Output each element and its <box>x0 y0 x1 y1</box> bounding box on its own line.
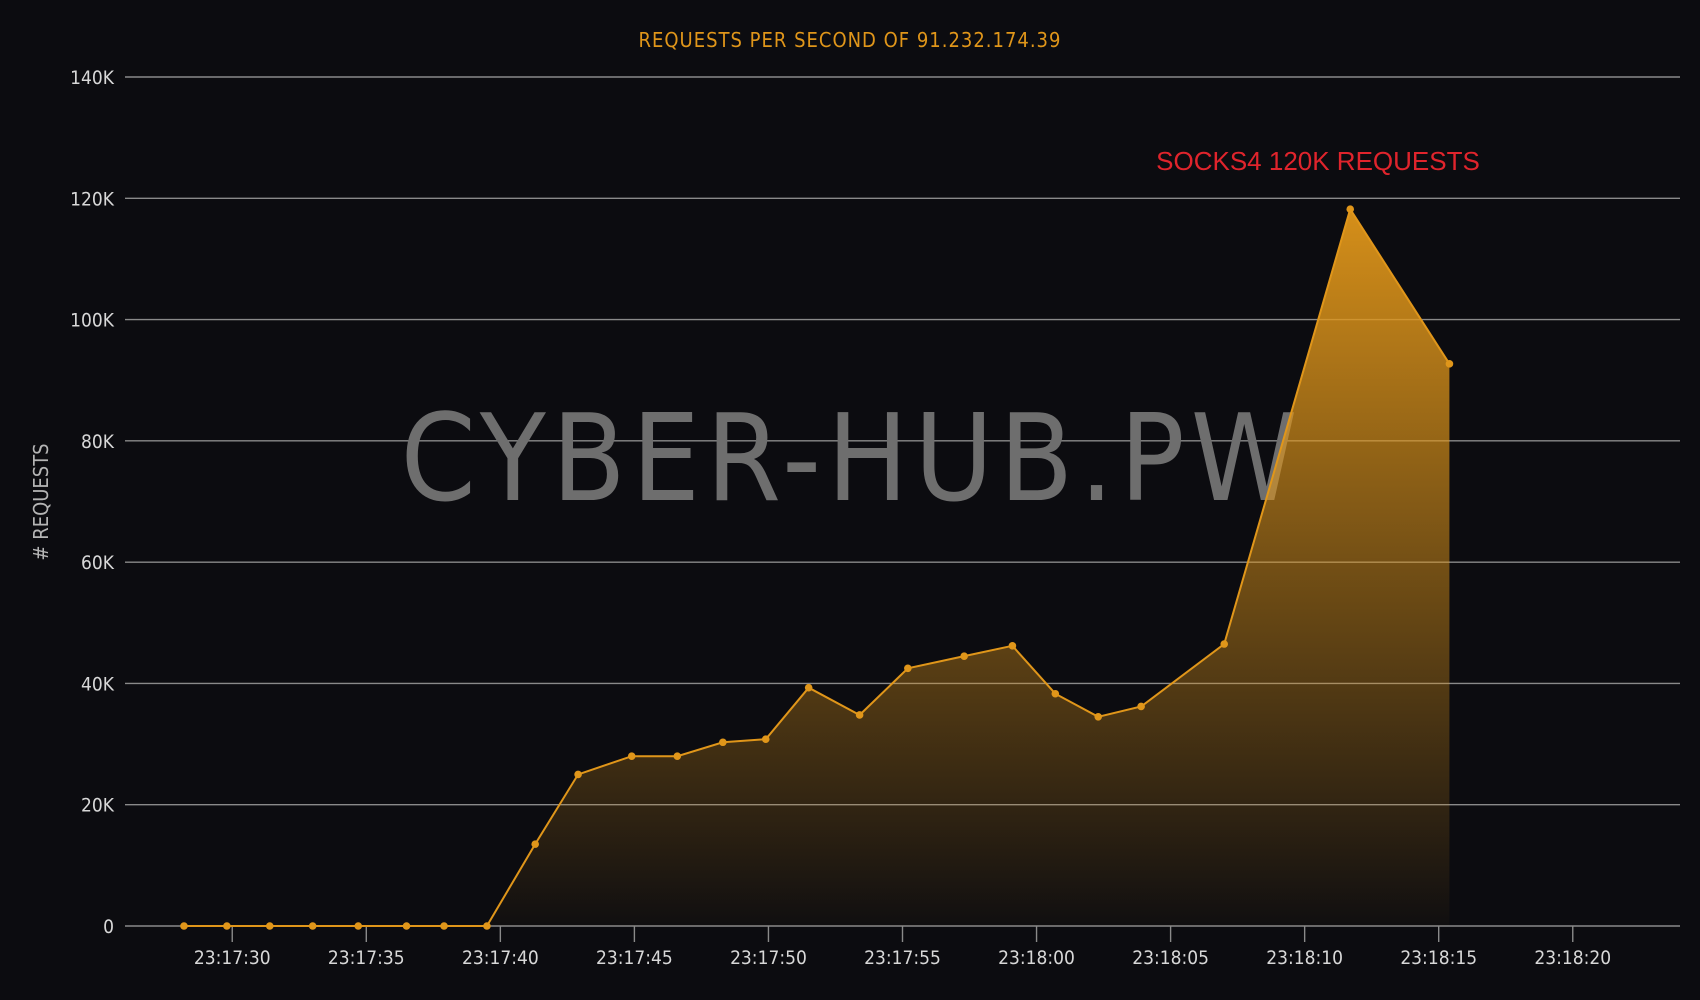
data-point <box>180 922 188 930</box>
y-tick-label: 80K <box>81 431 115 453</box>
y-tick-label: 0 <box>103 916 114 938</box>
watermark-text: CYBER-HUB.PW <box>400 390 1303 529</box>
data-point <box>761 735 770 744</box>
data-point <box>574 770 582 779</box>
data-point <box>855 711 864 719</box>
data-point <box>804 683 813 692</box>
x-tick-label: 23:17:55 <box>864 947 941 969</box>
data-point <box>440 922 448 930</box>
data-point <box>1445 360 1454 368</box>
data-point <box>308 922 317 930</box>
data-point <box>354 922 363 930</box>
data-point <box>904 664 912 673</box>
data-point <box>960 652 968 660</box>
data-points <box>180 205 1454 930</box>
y-tick-label: 20K <box>81 795 115 817</box>
data-point <box>673 752 682 760</box>
x-tick-label: 23:17:50 <box>730 947 807 969</box>
y-tick-label: 120K <box>70 188 115 210</box>
data-point <box>265 922 274 930</box>
x-tick-label: 23:18:15 <box>1400 947 1477 969</box>
data-point <box>1008 642 1017 650</box>
x-tick-label: 23:18:00 <box>998 947 1075 969</box>
data-point <box>1094 712 1103 721</box>
data-point <box>223 922 231 930</box>
x-tick-label: 23:17:45 <box>596 947 673 969</box>
y-tick-label: 100K <box>70 310 115 332</box>
y-tick-label: 40K <box>81 673 115 695</box>
data-point <box>1220 640 1229 648</box>
x-tick-label: 23:17:40 <box>462 947 539 969</box>
data-point <box>627 752 636 760</box>
x-tick-label: 23:18:10 <box>1266 947 1343 969</box>
data-point <box>1137 702 1145 711</box>
data-point <box>719 738 727 747</box>
y-tick-label: 60K <box>81 552 115 574</box>
data-point <box>483 922 491 930</box>
chart-title: REQUESTS PER SECOND OF 91.232.174.39 <box>639 28 1062 52</box>
data-point <box>531 840 539 848</box>
data-point <box>1051 689 1060 698</box>
x-axis: 23:17:30 23:17:35 23:17:40 23:17:45 23:17:50… <box>194 926 1611 969</box>
annotation-label: SOCKS4 120K REQUESTS <box>1156 146 1480 176</box>
data-point <box>1346 205 1355 214</box>
y-axis-title: # REQUESTS <box>29 443 53 560</box>
y-tick-label: 140K <box>70 67 115 89</box>
x-tick-label: 23:17:35 <box>328 947 405 969</box>
x-tick-label: 23:18:20 <box>1534 947 1611 969</box>
x-tick-label: 23:18:05 <box>1132 947 1209 969</box>
series-area <box>184 209 1450 926</box>
data-point <box>402 922 411 930</box>
x-tick-label: 23:17:30 <box>194 947 271 969</box>
